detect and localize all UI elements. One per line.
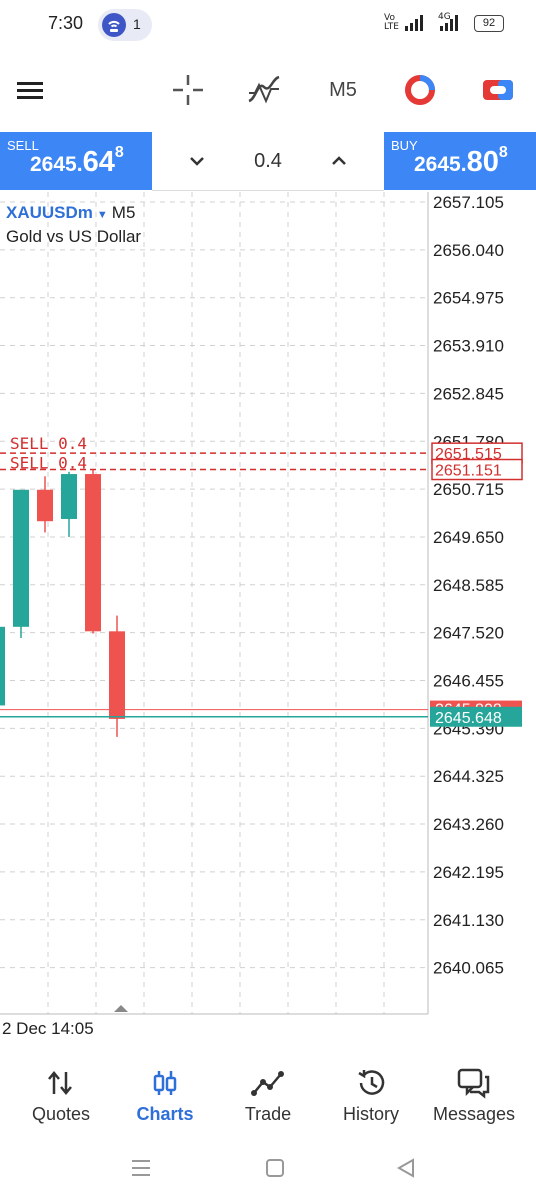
home-icon[interactable] xyxy=(264,1157,286,1184)
y-tick-label: 2657.105 xyxy=(433,193,504,212)
one-click-trading-icon xyxy=(483,80,513,100)
chart-scroll-marker-icon xyxy=(114,1005,128,1012)
chevron-down-icon xyxy=(190,157,204,166)
battery-level: 92 xyxy=(482,17,496,29)
history-icon xyxy=(319,1066,423,1100)
sell-label: SELL xyxy=(7,138,39,153)
quotes-icon xyxy=(9,1066,113,1100)
nav-charts[interactable]: Charts xyxy=(113,1058,217,1138)
bid-price-box xyxy=(430,706,522,727)
y-tick-label: 2654.975 xyxy=(433,289,504,308)
candle-body xyxy=(109,631,125,719)
back-icon[interactable] xyxy=(395,1157,417,1184)
nav-history-label: History xyxy=(342,1104,399,1124)
chevron-up-icon xyxy=(332,156,346,165)
y-tick-label: 2644.325 xyxy=(433,767,504,786)
symbol-description: Gold vs US Dollar xyxy=(6,227,142,246)
crosshair-icon xyxy=(173,75,203,105)
nav-trade[interactable]: Trade xyxy=(216,1058,320,1138)
sell-price-sup: 8 xyxy=(114,144,124,161)
y-tick-label: 2640.065 xyxy=(433,959,504,978)
crosshair-button[interactable] xyxy=(168,70,208,110)
notification-count: 1 xyxy=(133,16,141,32)
menu-button[interactable] xyxy=(12,70,48,110)
order-label: SELL 0.4 xyxy=(10,434,87,453)
symbol-name: XAUUSDm xyxy=(6,203,93,222)
bottom-nav: Quotes Charts Trade History Messages xyxy=(0,1058,536,1138)
menu-icon xyxy=(17,82,43,99)
status-bar: 7:30 1 Vo LTE 4G 92 xyxy=(0,0,536,50)
bid-price-label: 2645.648 xyxy=(435,710,502,727)
volte-label: Vo LTE xyxy=(384,13,399,32)
timeframe-button[interactable]: M5 xyxy=(318,70,368,110)
candle-body xyxy=(13,489,29,627)
volume-decrease-button[interactable] xyxy=(182,146,212,176)
y-tick-label: 2656.040 xyxy=(433,241,504,260)
y-tick-label: 2642.195 xyxy=(433,863,504,882)
chart-date-label: 2 Dec 14:05 xyxy=(2,1019,94,1038)
sell-price: 2645.648 xyxy=(30,144,124,179)
buy-price-prefix: 2645. xyxy=(414,153,467,176)
recents-icon[interactable] xyxy=(130,1157,152,1184)
y-tick-label: 2652.845 xyxy=(433,384,504,403)
buy-price-sup: 8 xyxy=(498,144,508,161)
candle-body xyxy=(0,626,5,706)
messages-icon xyxy=(422,1066,526,1100)
y-tick-label: 2647.520 xyxy=(433,624,504,643)
price-chart[interactable]: 2657.105 2656.040 2654.975 2653.910 2652.845… xyxy=(0,192,536,1042)
candle-body xyxy=(85,474,101,632)
system-nav-bar xyxy=(0,1140,536,1200)
y-tick-label: 2648.585 xyxy=(433,576,504,595)
status-time: 7:30 xyxy=(48,13,84,33)
caret-down-icon: ▼ xyxy=(96,209,108,221)
chart-type-icon xyxy=(405,75,435,105)
y-tick-label: 2650.715 xyxy=(433,480,504,499)
sell-price-prefix: 2645. xyxy=(30,153,83,176)
notification-pill[interactable]: 1 xyxy=(98,9,152,41)
trade-panel: SELL 2645.648 0.4 BUY 2645.808 xyxy=(0,132,536,191)
nav-charts-label: Charts xyxy=(136,1104,194,1124)
volume-increase-button[interactable] xyxy=(324,146,354,176)
y-tick-label: 2653.910 xyxy=(433,337,504,356)
nav-messages[interactable]: Messages xyxy=(422,1058,526,1138)
chart-toolbar: M5 xyxy=(0,50,536,130)
timeframe-label: M5 xyxy=(329,78,357,101)
order-label: SELL 0.4 xyxy=(10,454,87,473)
symbol-timeframe: M5 xyxy=(111,203,136,222)
charts-icon xyxy=(113,1066,217,1100)
buy-label: BUY xyxy=(391,138,418,153)
buy-price: 2645.808 xyxy=(414,144,508,179)
nav-trade-label: Trade xyxy=(244,1104,292,1124)
nav-quotes[interactable]: Quotes xyxy=(9,1058,113,1138)
one-click-trading-button[interactable] xyxy=(478,70,518,110)
buy-price-big: 80 xyxy=(466,146,499,178)
y-tick-label: 2649.650 xyxy=(433,528,504,547)
indicators-icon xyxy=(248,75,280,104)
sell-button[interactable]: SELL 2645.648 xyxy=(0,132,152,190)
volume-control: 0.4 xyxy=(152,132,384,191)
candle-body xyxy=(61,474,77,519)
chart-type-button[interactable] xyxy=(400,70,440,110)
volume-value[interactable]: 0.4 xyxy=(254,150,282,172)
nav-quotes-label: Quotes xyxy=(31,1104,91,1124)
hotspot-icon xyxy=(102,13,126,37)
battery-icon: 92 xyxy=(474,15,504,32)
signal-icon xyxy=(405,14,431,37)
sell-price-big: 64 xyxy=(82,146,115,178)
buy-button[interactable]: BUY 2645.808 xyxy=(384,132,536,190)
candle-body xyxy=(37,489,53,522)
nav-messages-label: Messages xyxy=(432,1104,516,1124)
y-tick-label: 2641.130 xyxy=(433,911,504,930)
order-price-label: 2651.151 xyxy=(435,463,502,480)
nav-history[interactable]: History xyxy=(319,1058,423,1138)
order-price-box xyxy=(431,458,523,481)
y-tick-label: 2643.260 xyxy=(433,815,504,834)
symbol-selector[interactable]: XAUUSDm ▼ M5 xyxy=(6,203,135,223)
network-type-label: 4G xyxy=(438,12,451,22)
indicators-button[interactable] xyxy=(244,70,284,110)
trade-icon xyxy=(216,1066,320,1100)
y-tick-label: 2646.455 xyxy=(433,672,504,691)
signal-icon-2 xyxy=(440,14,466,37)
